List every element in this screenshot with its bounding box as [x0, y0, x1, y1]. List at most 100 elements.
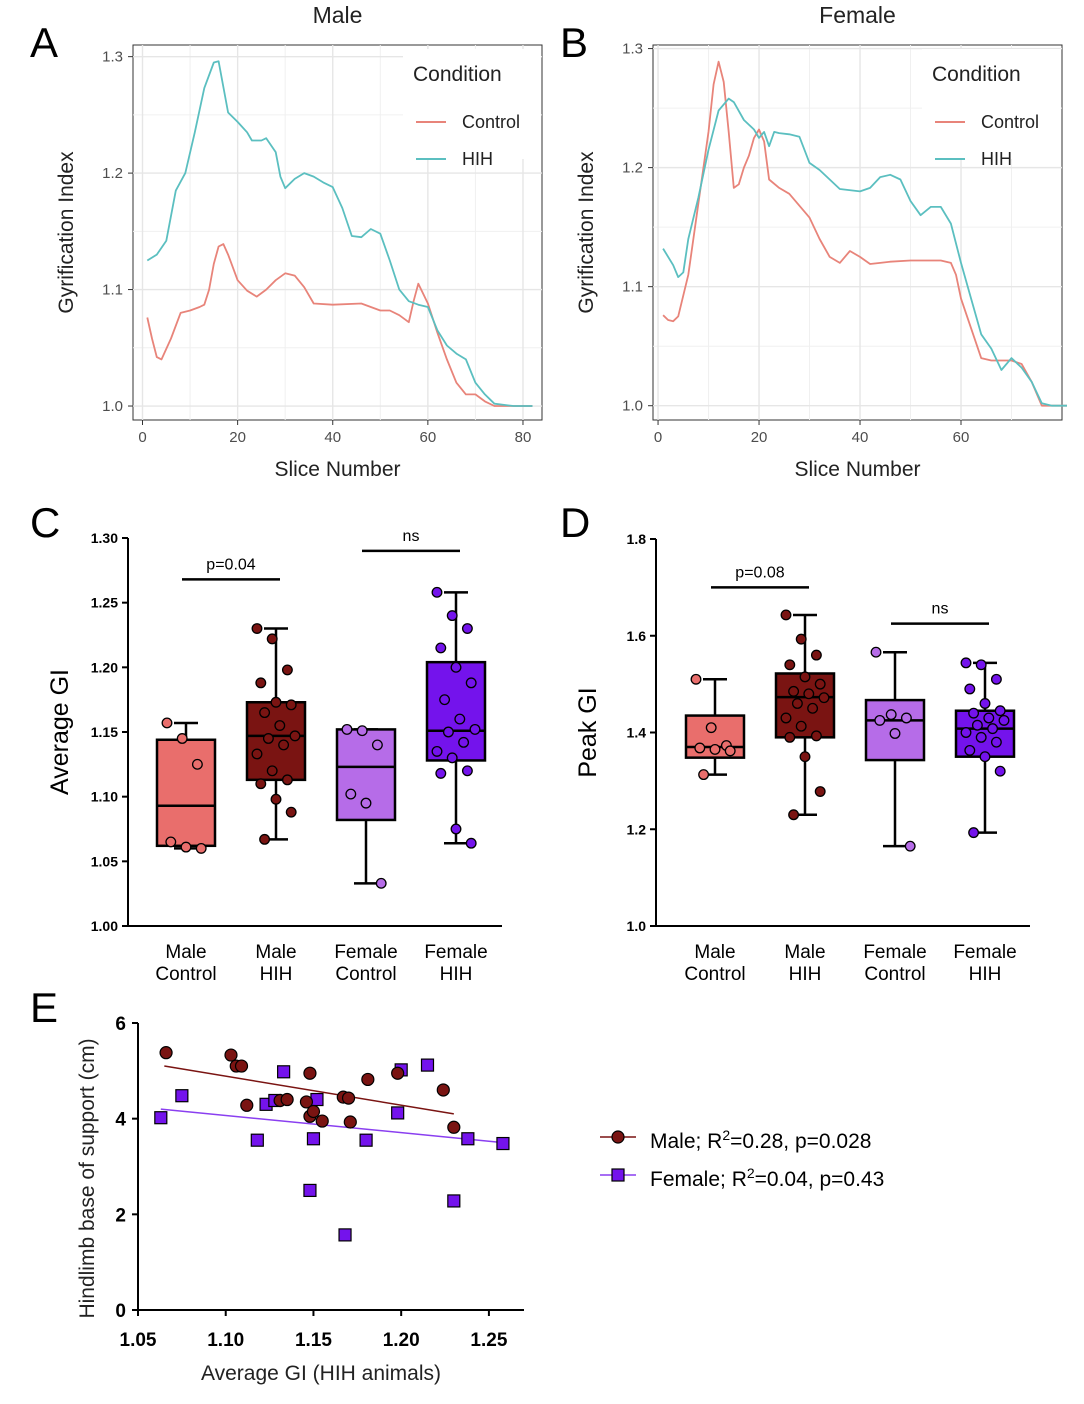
data-point: [960, 657, 972, 669]
x-tick-label: 1.10: [207, 1330, 244, 1351]
x-axis-label: Average GI (HIH animals): [201, 1362, 441, 1385]
y-tick-label: 6: [115, 1014, 126, 1035]
data-point: [255, 778, 267, 790]
data-point-female: [338, 1228, 352, 1242]
x-tick-label: 80: [515, 429, 532, 446]
data-point-female: [175, 1089, 189, 1103]
data-point: [266, 633, 278, 645]
data-point: [784, 731, 796, 743]
y-axis-label: Gyrification Index: [55, 151, 78, 314]
data-point-male: [341, 1091, 356, 1105]
data-point: [251, 623, 263, 634]
data-point: [270, 696, 282, 708]
data-point: [998, 714, 1010, 726]
y-tick-label: 1.4: [627, 725, 647, 741]
data-point: [983, 712, 995, 724]
data-point: [960, 727, 972, 738]
data-point: [994, 705, 1006, 717]
x-tick-label: 1.15: [295, 1330, 332, 1351]
category-label-line2: Control: [684, 964, 745, 985]
data-point-male: [447, 1120, 461, 1134]
data-point: [375, 877, 387, 889]
data-point-male: [306, 1104, 321, 1119]
panel-b-line-chart: Condition Control HIH 0 20 40 60 1.0 1.1 1.2 1.3 Fe…: [575, 2, 1067, 481]
box-iqr: [425, 660, 487, 762]
data-point: [795, 633, 807, 645]
box-group-2: [245, 623, 307, 845]
data-point: [450, 661, 462, 673]
data-point: [446, 752, 458, 764]
data-point: [435, 767, 447, 779]
category-label-line2: HIH: [969, 964, 1002, 985]
x-tick-label: 40: [324, 429, 341, 446]
data-point: [874, 714, 886, 726]
y-tick-label: 1.2: [102, 165, 123, 182]
category-label-line2: Control: [155, 964, 216, 985]
y-axis-label: Average GI: [46, 669, 74, 795]
box-iqr: [155, 738, 217, 848]
data-point: [810, 649, 822, 661]
data-point-female: [461, 1132, 475, 1146]
data-point-male: [343, 1115, 357, 1129]
data-point: [465, 677, 477, 689]
y-tick-label: 1.30: [91, 530, 118, 546]
data-point: [964, 744, 976, 756]
data-point: [274, 720, 286, 731]
legend-background: [403, 49, 541, 159]
data-point-male: [436, 1083, 450, 1097]
data-point: [180, 841, 192, 853]
y-tick-label: 1.20: [91, 659, 118, 675]
data-point: [807, 702, 819, 714]
y-tick-label: 1.00: [91, 918, 118, 934]
data-point: [698, 769, 710, 781]
data-point: [780, 712, 792, 724]
data-point: [885, 709, 897, 721]
panel-label-b: B: [560, 19, 588, 66]
y-tick-label: 1.1: [622, 279, 643, 296]
legend-label-control: Control: [462, 112, 520, 132]
data-point-male: [224, 1048, 238, 1062]
data-point: [964, 683, 976, 695]
fit-line-male: [164, 1065, 454, 1115]
data-point: [450, 823, 462, 835]
data-point: [259, 707, 271, 719]
y-tick-label: 1.2: [627, 821, 647, 837]
x-tick-label: 0: [654, 429, 662, 446]
data-point: [990, 736, 1002, 748]
legend-background: [922, 49, 1061, 159]
data-point: [278, 739, 290, 751]
data-point-female: [154, 1111, 168, 1125]
data-point: [968, 707, 980, 719]
panel-label-c: C: [30, 499, 60, 546]
category-label-line1: Female: [953, 942, 1016, 963]
data-point: [968, 827, 980, 839]
panel-label-d: D: [560, 499, 590, 546]
data-point: [461, 623, 473, 634]
data-point: [788, 809, 800, 821]
data-point: [259, 833, 271, 845]
box-group-3: [335, 723, 397, 889]
x-tick-label: 0: [138, 429, 146, 446]
y-tick-label: 1.1: [102, 282, 123, 299]
series-line-hih: [146, 60, 533, 407]
data-point: [360, 797, 372, 809]
series-line-hih: [662, 97, 1067, 407]
box-group-1: [155, 717, 217, 854]
significance-label: ns: [403, 528, 420, 545]
data-point: [255, 677, 267, 689]
y-tick-label: 1.3: [102, 49, 123, 66]
data-point: [979, 698, 991, 709]
category-label-line2: Control: [335, 964, 396, 985]
data-point: [724, 745, 736, 757]
data-point: [262, 733, 274, 744]
data-point: [431, 586, 443, 598]
panel-c-box-plot: 1.001.051.101.151.201.251.30MaleControlM…: [46, 528, 502, 985]
significance-label: p=0.08: [735, 564, 784, 581]
y-tick-label: 1.6: [627, 628, 647, 644]
data-point: [709, 743, 721, 755]
data-point: [795, 720, 807, 732]
box-group-3: [864, 646, 926, 852]
data-point: [971, 719, 983, 731]
y-axis-label: Gyrification Index: [575, 151, 598, 314]
data-point: [975, 731, 987, 743]
